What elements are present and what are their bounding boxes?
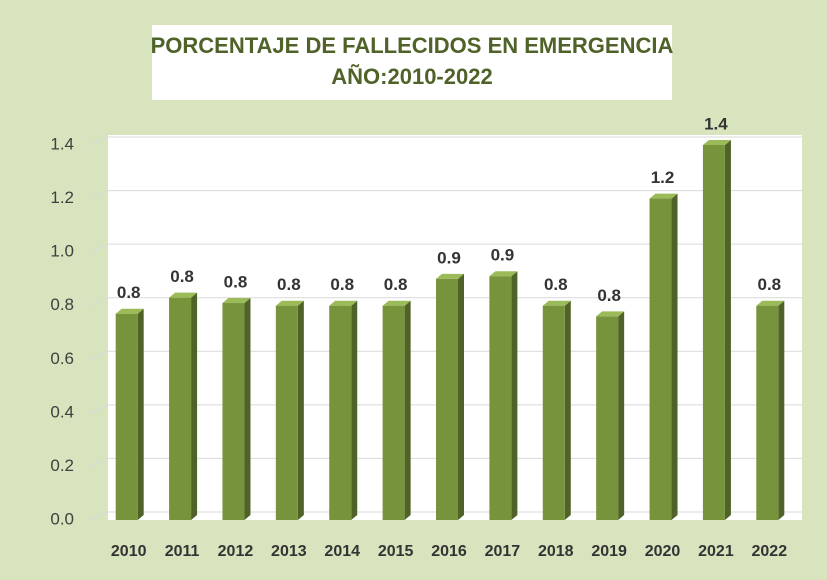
value-label: 0.8 <box>544 275 568 294</box>
bar-side <box>351 300 358 520</box>
x-tick-label: 2017 <box>485 543 521 560</box>
bar <box>329 305 352 520</box>
value-label: 0.9 <box>437 248 461 267</box>
x-tick-label: 2011 <box>165 543 200 560</box>
chart-subtitle: AÑO:2010-2022 <box>331 64 492 89</box>
bar <box>222 303 245 520</box>
x-tick-label: 2021 <box>698 543 734 560</box>
x-tick-label: 2016 <box>431 543 467 560</box>
grid-line-slant <box>89 243 109 253</box>
y-tick-label: 0.2 <box>50 456 74 475</box>
y-tick-label: 0.0 <box>50 509 74 528</box>
bar-side <box>564 300 571 520</box>
bar-side <box>458 273 464 520</box>
x-tick-label: 2020 <box>645 543 681 560</box>
grid-line-slant <box>89 511 109 521</box>
bar-top <box>382 300 411 306</box>
bar-top <box>329 300 358 306</box>
bar-side <box>191 292 198 520</box>
bar-side <box>618 311 625 520</box>
value-label: 0.8 <box>170 267 194 286</box>
x-tick-label: 2015 <box>378 543 414 560</box>
value-label: 0.8 <box>117 283 141 302</box>
grid-line-slant <box>89 297 109 307</box>
bar-top <box>596 311 625 317</box>
bar-top <box>756 300 785 306</box>
value-label: 0.9 <box>491 246 515 265</box>
y-tick-label: 0.4 <box>50 402 74 421</box>
bar-top <box>222 298 251 304</box>
x-tick-label: 2013 <box>271 543 307 560</box>
bar <box>542 305 565 520</box>
grid-line-slant <box>89 404 109 414</box>
value-label: 0.8 <box>330 275 354 294</box>
value-label: 1.4 <box>704 114 728 133</box>
value-label: 0.8 <box>757 275 781 294</box>
bar <box>275 305 298 520</box>
value-label: 0.8 <box>224 273 248 292</box>
y-tick-label: 1.4 <box>50 134 74 153</box>
bar-side <box>404 300 411 520</box>
bar <box>169 297 192 520</box>
bar <box>382 305 405 520</box>
y-tick-label: 0.6 <box>50 349 74 368</box>
y-tick-label: 1.2 <box>50 188 74 207</box>
value-label: 1.2 <box>651 168 675 187</box>
bar-side <box>671 193 678 521</box>
bar-top <box>436 273 464 279</box>
bar-side <box>137 308 144 520</box>
x-tick-label: 2018 <box>538 543 574 560</box>
bar <box>756 305 779 520</box>
bar <box>115 313 138 520</box>
grid-line-slant <box>89 457 109 467</box>
bar <box>489 276 512 520</box>
title-box <box>152 25 672 100</box>
grid-line-slant <box>89 350 109 360</box>
x-tick-label: 2019 <box>591 543 627 560</box>
chart-title: PORCENTAJE DE FALLECIDOS EN EMERGENCIA <box>151 33 674 58</box>
bar-top <box>115 308 144 314</box>
bar-top <box>489 271 518 277</box>
bar-side <box>297 300 304 520</box>
bar-top <box>275 300 304 306</box>
value-label: 0.8 <box>597 286 621 305</box>
x-tick-label: 2010 <box>111 543 147 560</box>
bar-top <box>649 193 678 199</box>
bar <box>702 145 725 520</box>
y-tick-label: 0.8 <box>50 295 74 314</box>
grid-line-slant <box>89 136 109 146</box>
bar <box>436 278 458 520</box>
y-tick-label: 1.0 <box>50 242 74 261</box>
bar <box>649 198 672 521</box>
grid-line-slant <box>89 190 109 200</box>
bar-side <box>724 140 731 520</box>
bar-side <box>511 271 518 520</box>
x-tick-label: 2014 <box>324 543 360 560</box>
bar <box>596 316 619 520</box>
bar-side <box>244 298 251 520</box>
bar-side <box>778 300 785 520</box>
value-label: 0.8 <box>277 275 301 294</box>
x-tick-label: 2022 <box>752 543 788 560</box>
bar-top <box>169 292 198 298</box>
bar-top <box>542 300 571 306</box>
value-label: 0.8 <box>384 275 408 294</box>
bar-top <box>702 140 731 145</box>
x-tick-label: 2012 <box>218 543 254 560</box>
